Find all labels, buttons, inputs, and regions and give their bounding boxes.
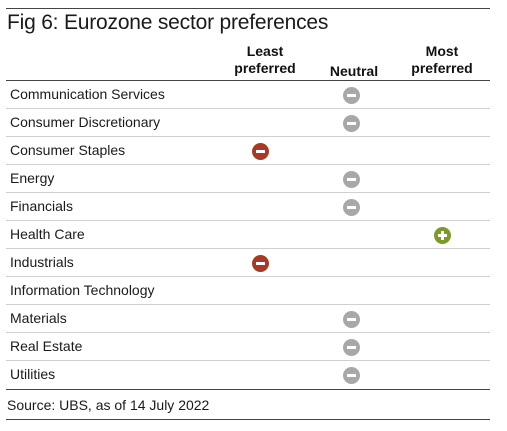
sector-label: Information Technology [10, 282, 155, 298]
table-row: Industrials [6, 249, 490, 277]
table-row: Energy [6, 165, 490, 193]
sector-label: Consumer Discretionary [10, 114, 161, 130]
minus-icon [343, 171, 360, 188]
table-row: Consumer Staples [6, 137, 490, 165]
column-header-least-preferred: Least preferred [234, 43, 296, 76]
bottom-rule [6, 389, 490, 390]
top-rule [6, 8, 490, 9]
source-note: Source: UBS, as of 14 July 2022 [7, 397, 210, 413]
table-row: Materials [6, 305, 490, 333]
table-row: Information Technology [6, 277, 490, 305]
sector-label: Utilities [10, 366, 56, 382]
sector-label: Consumer Staples [10, 142, 126, 158]
minus-icon [343, 199, 360, 216]
minus-icon [252, 143, 269, 160]
sector-label: Real Estate [10, 338, 83, 354]
sector-label: Financials [10, 198, 74, 214]
table-row: Communication Services [6, 81, 490, 109]
sector-label: Materials [10, 310, 67, 326]
table-row: Financials [6, 193, 490, 221]
sector-label: Health Care [10, 226, 85, 242]
table-row: Real Estate [6, 333, 490, 361]
plus-icon [434, 227, 451, 244]
minus-icon [343, 367, 360, 384]
minus-icon [252, 255, 269, 272]
minus-icon [343, 115, 360, 132]
figure-title: Fig 6: Eurozone sector preferences [7, 11, 329, 34]
table-row: Health Care [6, 221, 490, 249]
table-row: Consumer Discretionary [6, 109, 490, 137]
table-row: Utilities [6, 361, 490, 388]
sector-label: Energy [10, 170, 55, 186]
end-rule [6, 419, 490, 420]
column-header-neutral: Neutral [329, 63, 379, 79]
sector-table-body: Communication Services Consumer Discretio… [6, 81, 490, 388]
sector-label: Industrials [10, 254, 74, 270]
sector-label: Communication Services [10, 86, 165, 102]
table-header: Least preferred Neutral Most preferred [6, 42, 490, 81]
minus-icon [343, 311, 360, 328]
minus-icon [343, 339, 360, 356]
column-header-most-preferred: Most preferred [411, 43, 473, 76]
minus-icon [343, 87, 360, 104]
